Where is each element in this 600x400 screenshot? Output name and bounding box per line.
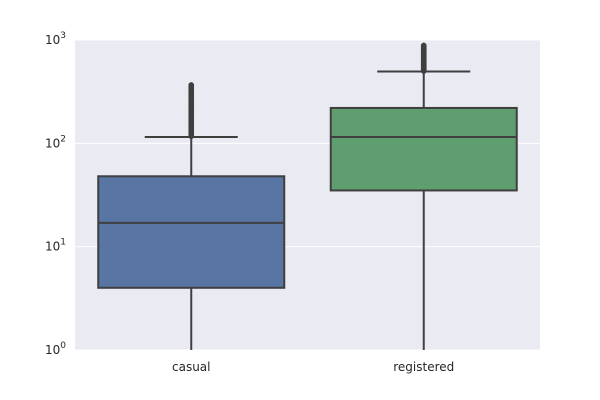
y-tick-exponent: 1 [60, 238, 66, 248]
x-axis-ticks: casual registered [172, 360, 454, 374]
y-tick-base: 10 [45, 136, 60, 150]
y-tick-exponent: 3 [60, 31, 66, 41]
boxes [97, 42, 518, 350]
box-registered [329, 42, 518, 350]
outlier-point [188, 82, 195, 88]
y-tick-base: 10 [45, 240, 60, 254]
x-tick-label: casual [172, 360, 211, 374]
box-casual [97, 82, 286, 350]
x-tick-label: registered [393, 360, 454, 374]
box-iqr [97, 175, 286, 289]
y-tick-label: 100 [45, 341, 66, 357]
y-tick-label: 103 [45, 31, 66, 47]
y-tick-exponent: 2 [60, 134, 66, 144]
y-tick-label: 102 [45, 134, 66, 150]
box-iqr [329, 106, 518, 192]
y-tick-base: 10 [45, 33, 60, 47]
y-tick-label: 101 [45, 238, 66, 254]
y-tick-exponent: 0 [60, 341, 66, 351]
y-tick-base: 10 [45, 343, 60, 357]
outlier-point [420, 42, 427, 49]
